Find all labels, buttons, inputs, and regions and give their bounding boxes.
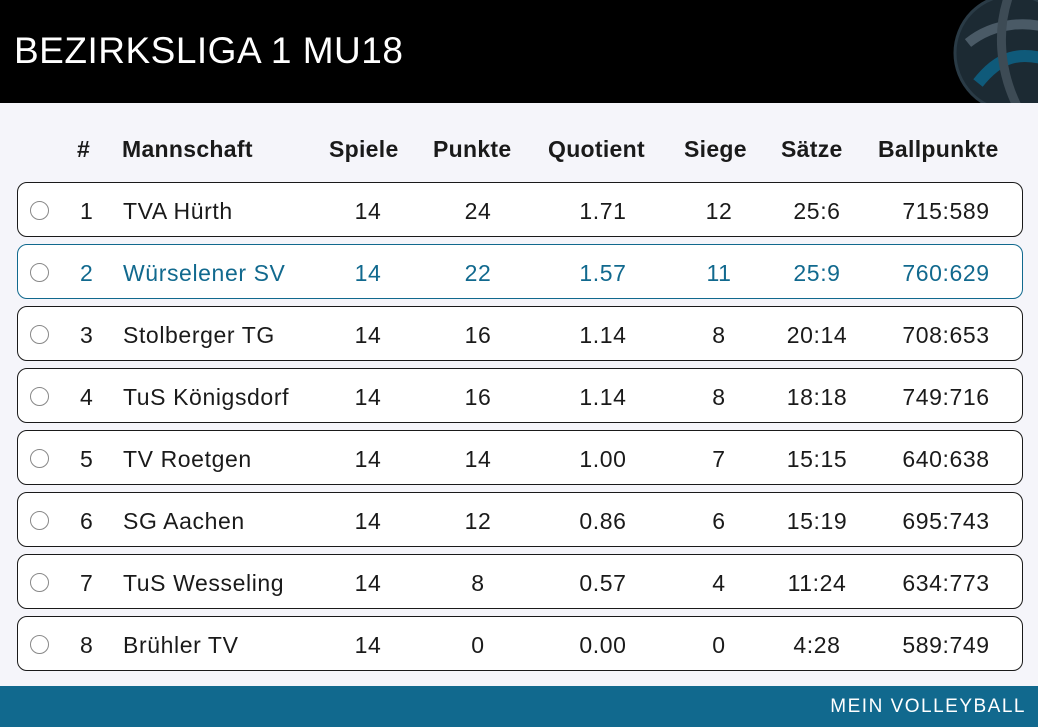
radio-button[interactable] <box>30 387 49 406</box>
column-header-team: Mannschaft <box>122 136 253 162</box>
rank-cell: 4 <box>80 384 94 410</box>
points-cell: 0 <box>471 632 485 658</box>
table-row[interactable]: 5 TV Roetgen 14 14 1.00 7 15:15 640:638 <box>17 430 1023 485</box>
team-cell: TuS Königsdorf <box>123 384 290 410</box>
sets-cell: 18:18 <box>786 384 848 410</box>
ballpoints-cell: 715:589 <box>902 198 990 224</box>
sets-cell: 15:15 <box>786 446 848 472</box>
ballpoints-cell: 640:638 <box>902 446 990 472</box>
radio-button[interactable] <box>30 201 49 220</box>
rank-cell: 2 <box>80 260 94 286</box>
games-cell: 14 <box>354 570 382 596</box>
wins-cell: 8 <box>712 322 726 348</box>
table-row[interactable]: 3 Stolberger TG 14 16 1.14 8 20:14 708:6… <box>17 306 1023 361</box>
team-cell: Brühler TV <box>123 632 239 658</box>
sets-cell: 11:24 <box>787 570 847 596</box>
quotient-cell: 1.57 <box>579 260 627 286</box>
rank-cell: 5 <box>80 446 94 472</box>
points-cell: 8 <box>471 570 485 596</box>
column-header-games: Spiele <box>329 136 399 162</box>
table-row[interactable]: 1 TVA Hürth 14 24 1.71 12 25:6 715:589 <box>17 182 1023 237</box>
column-header-wins: Siege <box>684 136 747 162</box>
column-header-sets: Sätze <box>781 136 843 162</box>
games-cell: 14 <box>354 322 382 348</box>
volleyball-icon <box>953 0 1038 103</box>
radio-button[interactable] <box>30 263 49 282</box>
team-cell: TVA Hürth <box>123 198 233 224</box>
team-cell: TuS Wesseling <box>123 570 285 596</box>
quotient-cell: 0.00 <box>579 632 627 658</box>
quotient-cell: 1.00 <box>579 446 627 472</box>
ballpoints-cell: 708:653 <box>902 322 990 348</box>
games-cell: 14 <box>354 446 382 472</box>
radio-button[interactable] <box>30 511 49 530</box>
footer-label[interactable]: MEIN VOLLEYBALL <box>830 696 1026 717</box>
radio-button[interactable] <box>30 449 49 468</box>
wins-cell: 8 <box>712 384 726 410</box>
ballpoints-cell: 760:629 <box>902 260 990 286</box>
sets-cell: 25:9 <box>793 260 841 286</box>
sets-cell: 20:14 <box>786 322 848 348</box>
quotient-cell: 1.71 <box>579 198 627 224</box>
column-header-quotient: Quotient <box>548 136 645 162</box>
column-header-points: Punkte <box>433 136 512 162</box>
points-cell: 16 <box>464 322 492 348</box>
points-cell: 12 <box>464 508 492 534</box>
wins-cell: 6 <box>712 508 726 534</box>
wins-cell: 11 <box>706 260 732 286</box>
ballpoints-cell: 589:749 <box>902 632 990 658</box>
column-header-rank: # <box>77 136 91 162</box>
radio-button[interactable] <box>30 635 49 654</box>
sets-cell: 4:28 <box>793 632 841 658</box>
table-row[interactable]: 8 Brühler TV 14 0 0.00 0 4:28 589:749 <box>17 616 1023 671</box>
rank-cell: 6 <box>80 508 94 534</box>
team-cell: Stolberger TG <box>123 322 275 348</box>
points-cell: 16 <box>464 384 492 410</box>
table-row[interactable]: 2 Würselener SV 14 22 1.57 11 25:9 760:6… <box>17 244 1023 299</box>
footer-bar: MEIN VOLLEYBALL <box>0 686 1038 727</box>
quotient-cell: 0.57 <box>579 570 627 596</box>
games-cell: 14 <box>354 260 382 286</box>
ballpoints-cell: 695:743 <box>902 508 990 534</box>
table-row[interactable]: 4 TuS Königsdorf 14 16 1.14 8 18:18 749:… <box>17 368 1023 423</box>
rank-cell: 7 <box>80 570 94 596</box>
quotient-cell: 0.86 <box>579 508 627 534</box>
rank-cell: 3 <box>80 322 94 348</box>
ballpoints-cell: 634:773 <box>902 570 990 596</box>
radio-button[interactable] <box>30 325 49 344</box>
team-cell: Würselener SV <box>123 260 286 286</box>
page-title: BEZIRKSLIGA 1 MU18 <box>14 30 404 71</box>
sets-cell: 25:6 <box>793 198 841 224</box>
points-cell: 14 <box>464 446 492 472</box>
column-header-ballpoints: Ballpunkte <box>878 136 999 162</box>
radio-button[interactable] <box>30 573 49 592</box>
games-cell: 14 <box>354 508 382 534</box>
sets-cell: 15:19 <box>786 508 848 534</box>
team-cell: SG Aachen <box>123 508 245 534</box>
wins-cell: 4 <box>712 570 726 596</box>
games-cell: 14 <box>354 632 382 658</box>
table-row[interactable]: 7 TuS Wesseling 14 8 0.57 4 11:24 634:77… <box>17 554 1023 609</box>
quotient-cell: 1.14 <box>579 384 627 410</box>
games-cell: 14 <box>354 198 382 224</box>
table-row[interactable]: 6 SG Aachen 14 12 0.86 6 15:19 695:743 <box>17 492 1023 547</box>
wins-cell: 7 <box>712 446 726 472</box>
table-header: # Mannschaft Spiele Punkte Quotient Sieg… <box>0 128 1038 168</box>
ballpoints-cell: 749:716 <box>902 384 990 410</box>
quotient-cell: 1.14 <box>579 322 627 348</box>
rank-cell: 8 <box>80 632 94 658</box>
wins-cell: 12 <box>705 198 733 224</box>
points-cell: 24 <box>464 198 492 224</box>
team-cell: TV Roetgen <box>123 446 252 472</box>
games-cell: 14 <box>354 384 382 410</box>
wins-cell: 0 <box>712 632 726 658</box>
points-cell: 22 <box>464 260 492 286</box>
rank-cell: 1 <box>80 198 94 224</box>
header-bar: BEZIRKSLIGA 1 MU18 <box>0 0 1038 103</box>
